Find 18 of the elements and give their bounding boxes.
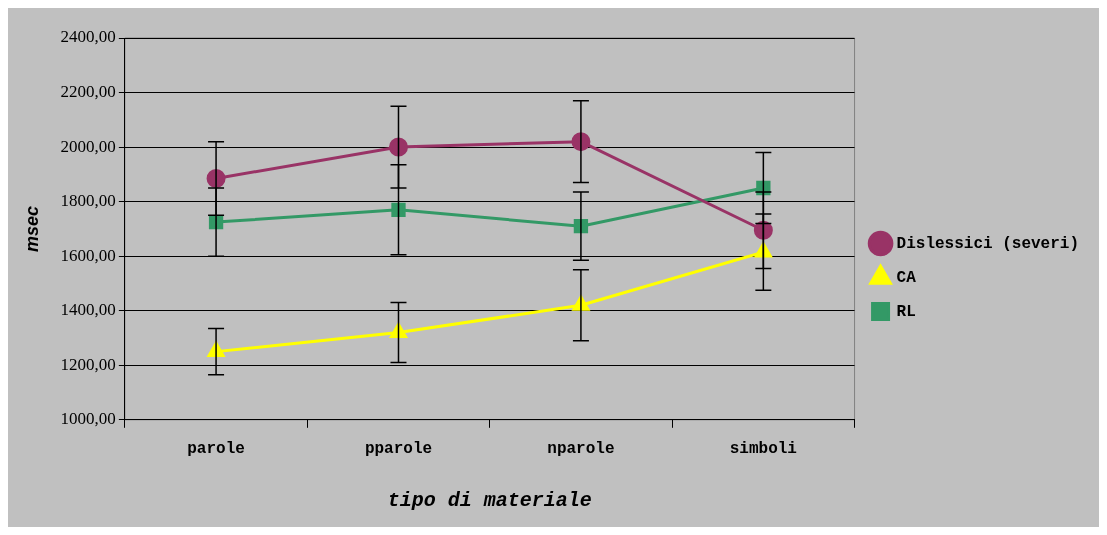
x-tick-label: pparole (364, 440, 433, 459)
y-tick-label: 1800,00 (60, 191, 116, 211)
y-tick-label: 1600,00 (60, 245, 116, 265)
legend-label: RL (896, 302, 916, 321)
y-tick-label: 1000,00 (60, 409, 116, 429)
legend-label: Dislessici (severi) (896, 234, 1080, 253)
x-tick-label: parole (187, 440, 245, 459)
y-tick-label: 1400,00 (60, 300, 116, 320)
y-tick-label: 2400,00 (60, 27, 116, 47)
x-tick-label: nparole (547, 440, 615, 459)
y-tick-label: 1200,00 (60, 354, 116, 374)
y-axis-title: msec (21, 205, 42, 252)
point (389, 137, 408, 157)
x-axis-title: tipo di materiale (387, 489, 592, 513)
x-tick-label: simboli (729, 440, 797, 459)
legend-label: CA (896, 268, 917, 287)
y-tick-label: 2200,00 (60, 82, 116, 102)
y-tick-label: 2000,00 (60, 136, 116, 156)
